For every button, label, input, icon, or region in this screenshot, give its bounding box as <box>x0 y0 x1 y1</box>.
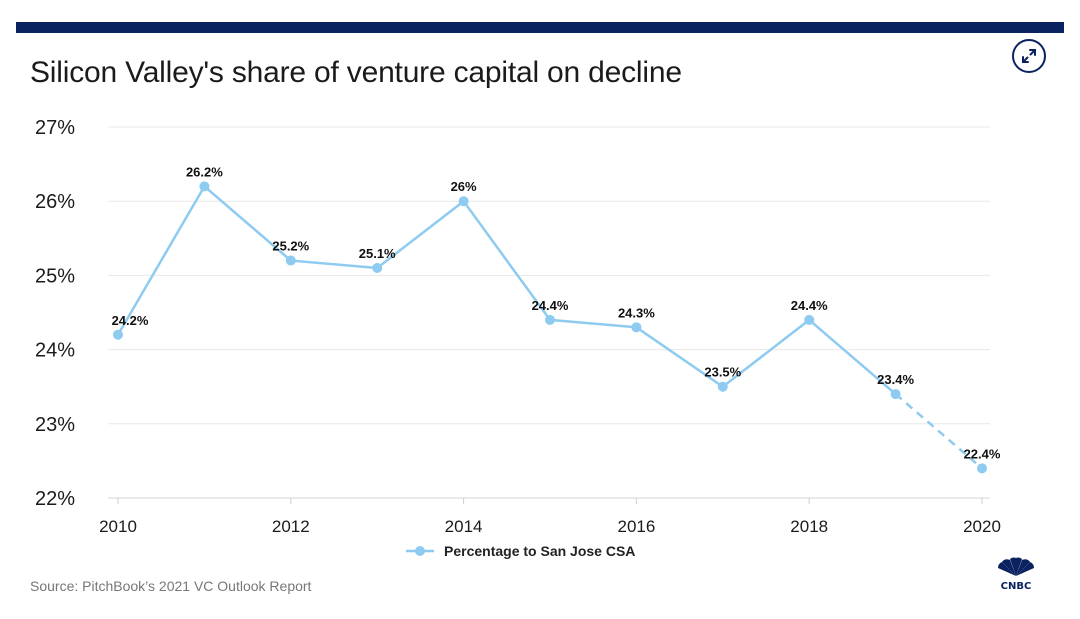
y-tick-label: 25% <box>35 265 75 287</box>
expand-arrows-icon <box>1022 49 1036 63</box>
data-label: 26% <box>451 179 477 194</box>
data-point <box>372 262 383 273</box>
series-line-projected <box>894 393 983 470</box>
y-tick-label: 27% <box>35 117 75 139</box>
data-point <box>458 196 469 207</box>
logo-wordmark: CNBC <box>1001 581 1032 592</box>
x-tick-label: 2014 <box>445 517 483 536</box>
data-point <box>804 314 815 325</box>
data-label: 25.1% <box>359 246 396 261</box>
cnbc-logo: CNBC <box>997 557 1035 592</box>
expand-button[interactable] <box>1012 39 1046 73</box>
data-label: 24.3% <box>618 305 655 320</box>
data-label: 22.4% <box>964 446 1001 461</box>
data-label: 26.2% <box>186 164 223 179</box>
y-tick-label: 22% <box>35 488 75 510</box>
y-tick-label: 26% <box>35 191 75 213</box>
source-note: Source: PitchBook’s 2021 VC Outlook Repo… <box>30 578 312 594</box>
legend-marker <box>415 546 425 556</box>
data-label: 24.4% <box>791 298 828 313</box>
data-point <box>890 389 901 400</box>
chart-title: Silicon Valley's share of venture capita… <box>30 56 682 89</box>
data-label: 25.2% <box>272 239 309 254</box>
data-point <box>631 322 642 333</box>
data-point <box>545 314 555 325</box>
data-point <box>285 255 296 266</box>
x-tick-label: 2020 <box>963 517 1001 536</box>
data-point <box>977 463 987 474</box>
data-point <box>199 181 210 192</box>
y-tick-label: 23% <box>35 414 75 436</box>
data-label: 24.4% <box>532 298 569 313</box>
x-tick-label: 2010 <box>99 517 137 536</box>
top-accent-bar <box>16 22 1064 33</box>
data-point <box>113 329 123 340</box>
series-line <box>116 185 897 396</box>
data-label: 23.5% <box>704 365 741 380</box>
x-tick-label: 2018 <box>790 517 828 536</box>
x-tick-label: 2012 <box>272 517 310 536</box>
data-point <box>717 381 728 392</box>
data-label: 24.2% <box>112 313 149 328</box>
y-tick-label: 24% <box>35 340 75 362</box>
x-tick-label: 2016 <box>617 517 655 536</box>
data-label: 23.4% <box>877 372 914 387</box>
legend-label: Percentage to San Jose CSA <box>444 543 635 559</box>
